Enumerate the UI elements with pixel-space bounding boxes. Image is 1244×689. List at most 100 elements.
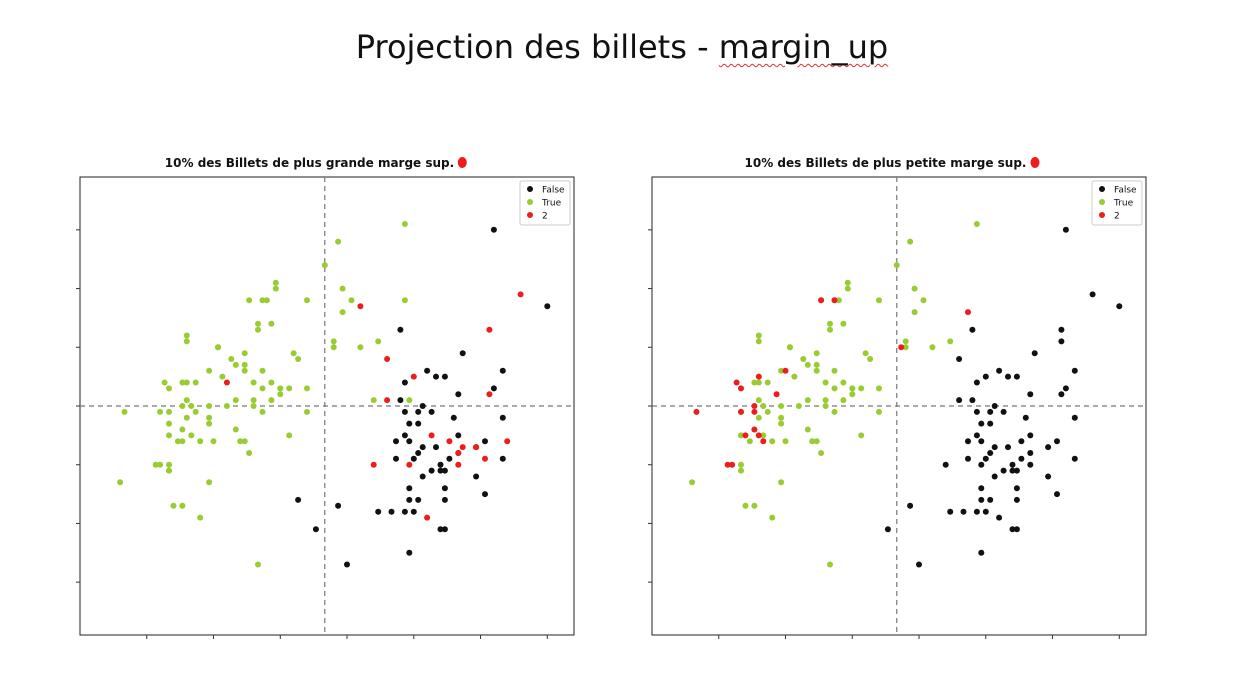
legend-marker xyxy=(1099,212,1105,218)
data-point-2 xyxy=(818,297,825,304)
data-point-false xyxy=(1058,326,1065,333)
data-point-false xyxy=(437,461,444,468)
data-point-true xyxy=(375,338,382,345)
data-point-true xyxy=(751,502,758,509)
left-chart-title: 10% des Billets de plus grande marge sup… xyxy=(165,156,468,170)
right-chart-title-text: 10% des Billets de plus petite marge sup… xyxy=(744,156,1027,170)
data-point-true xyxy=(764,379,771,386)
data-point-false xyxy=(973,408,980,415)
data-point-false xyxy=(397,326,404,333)
data-point-false xyxy=(410,455,417,462)
data-point-false xyxy=(406,549,413,556)
data-point-false xyxy=(433,444,439,451)
data-point-false xyxy=(991,444,998,451)
data-point-true xyxy=(357,344,364,351)
data-point-false xyxy=(401,508,408,515)
data-point-false xyxy=(406,438,413,445)
data-point-true xyxy=(219,373,226,380)
data-point-false xyxy=(965,438,971,445)
data-point-false xyxy=(978,485,985,492)
data-point-true xyxy=(166,385,172,392)
data-point-true xyxy=(183,379,190,386)
data-point-false xyxy=(1018,455,1025,462)
data-point-true xyxy=(157,408,164,415)
data-point-true xyxy=(166,432,172,439)
data-point-false xyxy=(1013,526,1020,533)
data-point-2 xyxy=(486,391,493,398)
data-point-false xyxy=(1027,450,1034,456)
data-point-true xyxy=(876,408,882,415)
data-point-false xyxy=(450,414,457,421)
data-point-true xyxy=(840,379,847,386)
data-point-false xyxy=(428,467,435,474)
data-point-true xyxy=(813,361,820,368)
data-point-false xyxy=(1027,461,1034,468)
data-point-false xyxy=(295,496,302,503)
data-point-true xyxy=(206,367,213,374)
data-point-true xyxy=(818,450,825,456)
data-point-true xyxy=(179,502,186,509)
data-point-false xyxy=(996,367,1003,374)
data-point-true xyxy=(844,279,851,286)
data-point-true xyxy=(804,397,811,404)
data-point-false xyxy=(956,397,963,404)
data-point-false xyxy=(459,350,466,357)
data-point-true xyxy=(174,438,181,445)
data-point-true xyxy=(304,385,310,392)
data-point-2 xyxy=(724,461,731,468)
data-point-true xyxy=(121,408,128,415)
data-point-true xyxy=(330,338,337,345)
data-point-true xyxy=(827,326,833,333)
data-point-false xyxy=(1009,526,1016,533)
data-point-false xyxy=(942,461,949,468)
data-point-false xyxy=(1071,367,1078,374)
legend-label: True xyxy=(1113,199,1134,209)
data-point-2 xyxy=(455,461,462,468)
data-point-false xyxy=(1013,373,1020,380)
data-point-true xyxy=(738,432,744,439)
data-point-true xyxy=(152,461,159,468)
data-point-true xyxy=(751,379,758,386)
data-point-false xyxy=(956,356,963,362)
data-point-false xyxy=(1027,391,1034,398)
data-point-true xyxy=(755,397,762,404)
data-point-false xyxy=(1058,338,1065,345)
data-point-true xyxy=(791,373,798,380)
data-point-true xyxy=(831,385,838,392)
data-point-true xyxy=(840,320,847,327)
data-point-false xyxy=(482,491,488,498)
data-point-false xyxy=(1031,350,1038,357)
data-point-false xyxy=(441,526,448,533)
data-point-false xyxy=(884,526,891,533)
legend: False True 2 xyxy=(519,180,571,226)
data-point-true xyxy=(902,344,909,351)
data-point-false xyxy=(397,397,404,404)
data-point-false xyxy=(991,403,998,409)
right-scatter-chart: False True 2 xyxy=(648,176,1147,639)
data-point-false xyxy=(1009,467,1016,474)
data-point-false xyxy=(1000,408,1007,415)
data-point-false xyxy=(455,432,462,439)
data-point-2 xyxy=(773,391,780,398)
legend-marker xyxy=(1099,186,1105,192)
data-point-true xyxy=(782,438,789,445)
data-point-false xyxy=(415,408,422,415)
data-point-true xyxy=(210,438,217,445)
data-point-true xyxy=(778,403,785,409)
data-point-false xyxy=(1000,467,1007,474)
data-point-true xyxy=(778,420,785,427)
data-point-true xyxy=(206,479,213,486)
data-point-false xyxy=(415,496,422,503)
data-point-false xyxy=(978,549,985,556)
data-point-true xyxy=(929,344,936,351)
data-point-true xyxy=(188,403,195,409)
data-point-false xyxy=(1027,432,1034,439)
red-marker-icon xyxy=(458,157,468,168)
data-point-false xyxy=(1013,467,1020,474)
data-point-true xyxy=(259,385,266,392)
data-point-false xyxy=(969,326,976,333)
data-point-false xyxy=(393,455,399,462)
legend: False True 2 xyxy=(1091,180,1143,226)
data-point-false xyxy=(1071,455,1078,462)
data-point-true xyxy=(406,397,413,404)
